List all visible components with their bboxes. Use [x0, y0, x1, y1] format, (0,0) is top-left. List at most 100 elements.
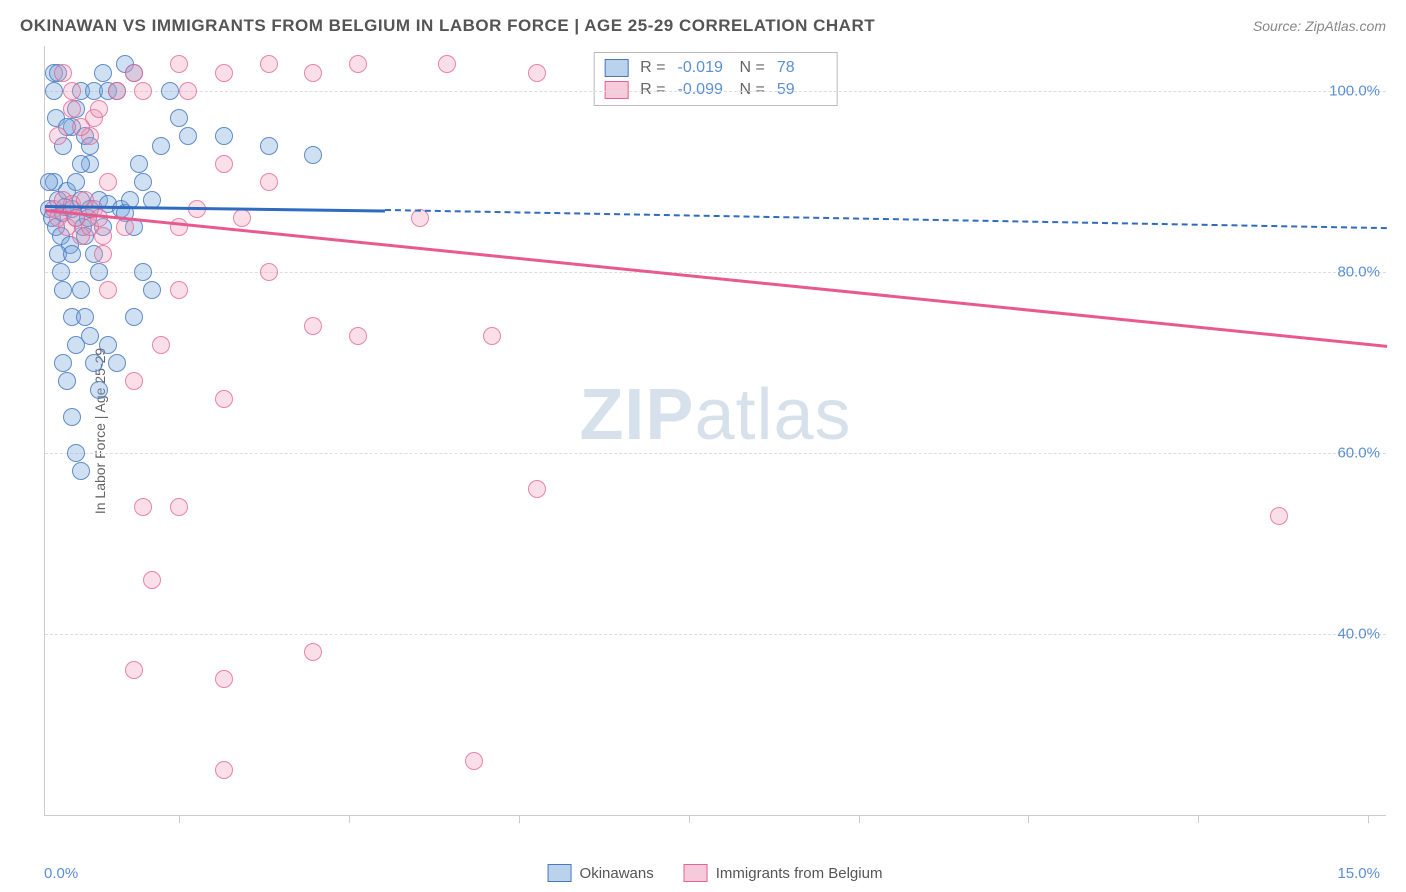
r-label: R = — [640, 81, 665, 99]
data-point — [215, 761, 233, 779]
legend-swatch — [548, 864, 572, 882]
data-point — [349, 55, 367, 73]
watermark-bold: ZIP — [579, 375, 694, 455]
legend-label: Okinawans — [580, 865, 654, 882]
x-tick — [179, 815, 180, 823]
data-point — [54, 281, 72, 299]
data-point — [99, 336, 117, 354]
data-point — [215, 155, 233, 173]
watermark-light: atlas — [694, 375, 851, 455]
data-point — [304, 64, 322, 82]
data-point — [134, 263, 152, 281]
data-point — [125, 661, 143, 679]
data-point — [528, 480, 546, 498]
data-point — [179, 127, 197, 145]
gridline — [45, 634, 1386, 635]
data-point — [72, 462, 90, 480]
data-point — [134, 82, 152, 100]
data-point — [72, 281, 90, 299]
data-point — [1270, 507, 1288, 525]
data-point — [215, 390, 233, 408]
chart-title: OKINAWAN VS IMMIGRANTS FROM BELGIUM IN L… — [20, 16, 875, 36]
data-point — [81, 327, 99, 345]
data-point — [233, 209, 251, 227]
legend-item: Immigrants from Belgium — [684, 864, 883, 882]
data-point — [72, 118, 90, 136]
x-tick — [349, 815, 350, 823]
data-point — [52, 263, 70, 281]
data-point — [260, 173, 278, 191]
stats-row: R =-0.099N =59 — [604, 79, 827, 101]
legend-swatch — [604, 81, 628, 99]
source-label: Source: ZipAtlas.com — [1253, 18, 1386, 34]
y-tick-label: 100.0% — [1329, 83, 1380, 100]
data-point — [215, 127, 233, 145]
data-point — [54, 354, 72, 372]
stats-row: R = -0.019 N = 78 — [604, 57, 827, 79]
data-point — [67, 173, 85, 191]
n-label: N = — [740, 59, 765, 77]
x-tick — [689, 815, 690, 823]
data-point — [130, 155, 148, 173]
data-point — [179, 82, 197, 100]
r-label: R = — [640, 59, 665, 77]
data-point — [215, 670, 233, 688]
data-point — [85, 354, 103, 372]
data-point — [54, 64, 72, 82]
data-point — [90, 209, 108, 227]
data-point — [143, 281, 161, 299]
data-point — [99, 281, 117, 299]
data-point — [304, 643, 322, 661]
x-tick — [1368, 815, 1369, 823]
data-point — [304, 146, 322, 164]
data-point — [152, 336, 170, 354]
data-point — [260, 263, 278, 281]
watermark: ZIPatlas — [579, 374, 851, 456]
data-point — [94, 227, 112, 245]
r-value: -0.099 — [678, 81, 728, 99]
data-point — [125, 372, 143, 390]
data-point — [63, 245, 81, 263]
data-point — [94, 64, 112, 82]
y-tick-label: 80.0% — [1337, 264, 1380, 281]
data-point — [49, 127, 67, 145]
data-point — [45, 82, 63, 100]
data-point — [72, 155, 90, 173]
trend-line — [45, 209, 1387, 347]
x-axis-min-label: 0.0% — [44, 865, 78, 882]
data-point — [260, 55, 278, 73]
x-tick — [1028, 815, 1029, 823]
data-point — [465, 752, 483, 770]
stats-legend-box: R =-0.019N =78R =-0.099N =59 — [593, 52, 838, 106]
data-point — [108, 354, 126, 372]
bottom-legend: Okinawans Immigrants from Belgium — [548, 864, 883, 882]
data-point — [125, 64, 143, 82]
data-point — [40, 173, 58, 191]
data-point — [304, 317, 322, 335]
data-point — [170, 218, 188, 236]
data-point — [67, 444, 85, 462]
y-axis-label: In Labor Force | Age 25-29 — [92, 347, 108, 513]
legend-swatch — [684, 864, 708, 882]
data-point — [528, 64, 546, 82]
data-point — [170, 281, 188, 299]
data-point — [134, 173, 152, 191]
data-point — [161, 82, 179, 100]
data-point — [90, 263, 108, 281]
data-point — [170, 109, 188, 127]
data-point — [125, 308, 143, 326]
data-point — [94, 245, 112, 263]
data-point — [76, 308, 94, 326]
n-label: N = — [740, 81, 765, 99]
n-value: 78 — [777, 59, 827, 77]
data-point — [152, 137, 170, 155]
data-point — [143, 571, 161, 589]
data-point — [63, 100, 81, 118]
data-point — [90, 100, 108, 118]
data-point — [170, 498, 188, 516]
data-point — [108, 82, 126, 100]
x-axis-max-label: 15.0% — [1337, 865, 1380, 882]
y-tick-label: 60.0% — [1337, 445, 1380, 462]
data-point — [99, 173, 117, 191]
r-value: -0.019 — [678, 59, 728, 77]
